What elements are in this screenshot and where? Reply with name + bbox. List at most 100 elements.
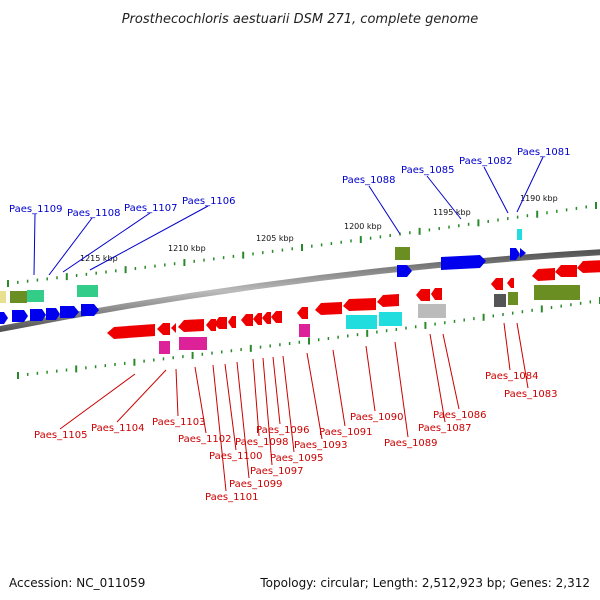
scale-ticks-inner (17, 297, 600, 379)
gene-label[interactable]: Paes_1099 (229, 479, 283, 490)
gene-feature (441, 255, 486, 270)
map-title: Prosthecochloris aestuarii DSM 271, comp… (122, 12, 479, 27)
gene-label[interactable]: Paes_1098 (235, 437, 289, 448)
scale-label-1200: 1200 kbp (344, 222, 382, 231)
gene-label[interactable]: Paes_1093 (294, 440, 348, 451)
leader-line (62, 212, 151, 273)
scale-ticks-outer (7, 202, 597, 287)
gene-feature (431, 288, 442, 300)
gene-label[interactable]: Paes_1106 (182, 196, 236, 207)
gene-label[interactable]: Paes_1104 (91, 423, 145, 434)
gene-label[interactable]: Paes_1101 (205, 492, 259, 503)
gene-label[interactable]: Paes_1102 (178, 434, 232, 445)
gene-feature (395, 247, 410, 260)
gene-feature (228, 316, 236, 328)
gene-label[interactable]: Paes_1100 (209, 451, 263, 462)
gene-label[interactable]: Paes_1088 (342, 175, 396, 186)
scale-label-1215: 1215 kbp (80, 254, 118, 263)
genome-backbone (0, 249, 600, 333)
leader-line (236, 361, 250, 479)
leader-line (442, 333, 460, 410)
scale-label-1210: 1210 kbp (168, 244, 206, 253)
gene-label[interactable]: Paes_1085 (401, 165, 455, 176)
gene-label[interactable]: Paes_1109 (9, 204, 63, 215)
leader-line (194, 366, 207, 434)
leader-line (116, 369, 167, 423)
leader-line (282, 355, 295, 453)
leader-line (429, 333, 446, 423)
gene-label[interactable]: Paes_1087 (418, 423, 472, 434)
gene-label[interactable]: Paes_1089 (384, 438, 438, 449)
leader-line (503, 322, 511, 371)
gene-label[interactable]: Paes_1090 (350, 412, 404, 423)
leader-line (483, 166, 509, 214)
gene-feature (508, 292, 518, 305)
gene-feature (171, 323, 176, 333)
leader-line (394, 341, 409, 438)
scale-label-1190: 1190 kbp (520, 194, 558, 203)
leader-line (272, 356, 281, 425)
gene-feature (81, 304, 99, 316)
gene-label[interactable]: Paes_1084 (485, 371, 539, 382)
gene-feature (0, 291, 6, 303)
leader-line (89, 205, 209, 271)
gene-feature (60, 306, 79, 318)
scale-label-1205: 1205 kbp (256, 234, 294, 243)
gene-label[interactable]: Paes_1091 (319, 427, 373, 438)
leader-line (365, 345, 376, 412)
leader-line (33, 213, 36, 276)
leader-line (368, 185, 401, 235)
gene-feature (507, 278, 514, 288)
leader-line (59, 373, 136, 430)
leader-line (48, 217, 93, 276)
gene-label[interactable]: Paes_1097 (250, 466, 304, 477)
gene-feature (315, 302, 342, 315)
genome-stats-text: Topology: circular; Length: 2,512,923 bp… (259, 576, 590, 590)
gene-feature (397, 265, 412, 277)
gene-feature (107, 324, 155, 339)
gene-label[interactable]: Paes_1082 (459, 156, 513, 167)
gene-feature (418, 304, 446, 318)
leader-line (175, 368, 179, 417)
label-leaders (33, 156, 544, 492)
gene-feature (157, 323, 170, 335)
gene-feature (0, 312, 8, 324)
leader-line (332, 349, 346, 427)
gene-feature (77, 285, 98, 297)
forward-strand-genes (0, 229, 526, 324)
gene-label[interactable]: Paes_1096 (256, 425, 310, 436)
gene-feature (555, 265, 577, 277)
gene-label[interactable]: Paes_1086 (433, 410, 487, 421)
scale-labels: 1190 kbp 1195 kbp 1200 kbp 1205 kbp 1210… (80, 194, 558, 263)
gene-feature (214, 317, 227, 329)
gene-feature (534, 285, 580, 300)
gene-labels: Paes_1081 Paes_1082 Paes_1085 Paes_1088 Paes… (9, 147, 571, 503)
leader-line (516, 322, 529, 389)
leader-line (426, 175, 462, 220)
gene-label[interactable]: Paes_1095 (270, 453, 324, 464)
gene-label[interactable]: Paes_1083 (504, 389, 558, 400)
gene-label[interactable]: Paes_1107 (124, 203, 178, 214)
gene-feature (299, 324, 310, 337)
gene-feature (379, 312, 402, 326)
gene-feature (241, 314, 253, 326)
gene-label[interactable]: Paes_1081 (517, 147, 571, 158)
scale-label-1195: 1195 kbp (433, 208, 471, 217)
gene-feature (178, 319, 204, 332)
gene-feature (343, 298, 376, 311)
gene-feature (179, 337, 207, 350)
leader-line (262, 357, 273, 466)
gene-label[interactable]: Paes_1103 (152, 417, 206, 428)
leader-line (212, 364, 227, 492)
gene-feature (532, 268, 555, 281)
gene-feature (377, 294, 399, 307)
gene-feature (30, 309, 46, 321)
gene-feature (297, 307, 308, 319)
gene-label[interactable]: Paes_1108 (67, 208, 121, 219)
gene-label[interactable]: Paes_1105 (34, 430, 88, 441)
gene-feature (46, 308, 60, 320)
gene-feature (510, 248, 520, 260)
leader-line (252, 358, 260, 437)
gene-feature (271, 311, 282, 323)
